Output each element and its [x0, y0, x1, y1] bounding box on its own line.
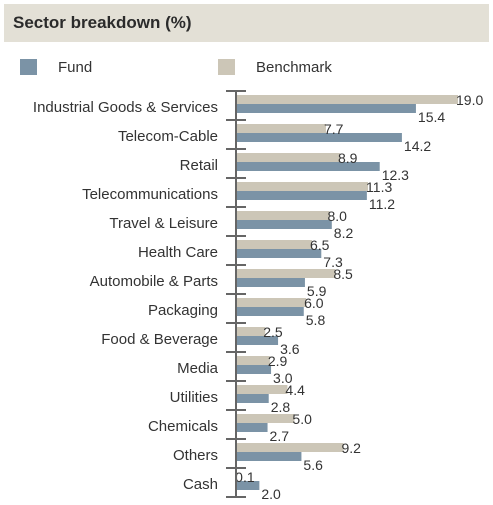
benchmark-bar — [236, 356, 270, 365]
category-label: Others — [173, 447, 218, 464]
benchmark-value-label: 2.5 — [263, 324, 283, 340]
fund-value-label: 5.6 — [303, 457, 323, 473]
fund-value-label: 2.0 — [261, 486, 281, 502]
category-label: Media — [177, 360, 219, 377]
fund-bar — [236, 104, 416, 113]
category-label: Cash — [183, 476, 218, 493]
benchmark-value-label: 5.0 — [292, 411, 312, 427]
fund-value-label: 5.8 — [306, 312, 326, 328]
fund-bar — [236, 220, 332, 229]
fund-value-label: 12.3 — [382, 167, 409, 183]
benchmark-value-label: 4.4 — [285, 382, 305, 398]
benchmark-bar — [236, 298, 307, 307]
benchmark-bar — [236, 153, 340, 162]
chart-header: Sector breakdown (%) — [4, 4, 489, 42]
fund-bar — [236, 307, 304, 316]
benchmark-bar — [236, 182, 369, 191]
category-label: Retail — [180, 157, 218, 174]
fund-value-label: 7.3 — [323, 254, 343, 270]
benchmark-value-label: 19.0 — [456, 92, 483, 108]
benchmark-bar — [236, 327, 266, 336]
legend-fund-swatch — [20, 59, 37, 75]
benchmark-bar — [236, 443, 344, 452]
fund-bar — [236, 191, 367, 200]
category-label: Travel & Leisure — [109, 215, 218, 232]
category-label: Health Care — [138, 244, 218, 261]
fund-value-label: 8.2 — [334, 225, 354, 241]
benchmark-value-label: 9.2 — [341, 440, 361, 456]
benchmark-value-label: 11.3 — [366, 179, 392, 195]
fund-value-label: 3.6 — [280, 341, 300, 357]
category-label: Telecom-Cable — [118, 128, 218, 145]
fund-bar — [236, 481, 260, 490]
category-label: Telecommunications — [82, 186, 218, 203]
category-label: Utilities — [170, 389, 218, 406]
category-label: Food & Beverage — [101, 331, 218, 348]
fund-value-label: 2.8 — [271, 399, 291, 415]
benchmark-bar — [236, 385, 288, 394]
benchmark-value-label: 0.1 — [235, 469, 255, 485]
benchmark-value-label: 8.0 — [327, 208, 347, 224]
category-label: Industrial Goods & Services — [33, 99, 218, 116]
benchmark-value-label: 7.7 — [324, 121, 344, 137]
fund-bar — [236, 336, 279, 345]
fund-value-label: 11.2 — [369, 196, 395, 212]
fund-value-label: 3.0 — [273, 370, 293, 386]
benchmark-bar — [236, 414, 295, 423]
category-label: Automobile & Parts — [90, 273, 218, 290]
fund-value-label: 2.7 — [270, 428, 290, 444]
benchmark-bar — [236, 211, 330, 220]
fund-bar — [236, 394, 269, 403]
legend-benchmark-swatch — [218, 59, 235, 75]
fund-bar — [236, 365, 272, 374]
fund-value-label: 14.2 — [404, 138, 431, 154]
category-label: Chemicals — [148, 418, 218, 435]
chart-title: Sector breakdown (%) — [13, 13, 192, 32]
benchmark-bar — [236, 240, 312, 249]
category-label: Packaging — [148, 302, 218, 319]
fund-bar — [236, 452, 302, 461]
benchmark-bar — [236, 95, 458, 104]
fund-bar — [236, 133, 402, 142]
benchmark-value-label: 8.9 — [338, 150, 358, 166]
legend-benchmark-label: Benchmark — [256, 59, 332, 76]
benchmark-value-label: 2.9 — [268, 353, 288, 369]
benchmark-value-label: 6.5 — [310, 237, 330, 253]
fund-bar — [236, 249, 322, 258]
benchmark-bar — [236, 269, 336, 278]
benchmark-value-label: 6.0 — [304, 295, 324, 311]
legend-fund-label: Fund — [58, 59, 93, 76]
fund-bar — [236, 162, 380, 171]
fund-value-label: 15.4 — [418, 109, 445, 125]
fund-value-label: 5.9 — [307, 283, 327, 299]
fund-bar — [236, 278, 305, 287]
benchmark-bar — [236, 124, 326, 133]
fund-bar — [236, 423, 268, 432]
benchmark-value-label: 8.5 — [333, 266, 353, 282]
